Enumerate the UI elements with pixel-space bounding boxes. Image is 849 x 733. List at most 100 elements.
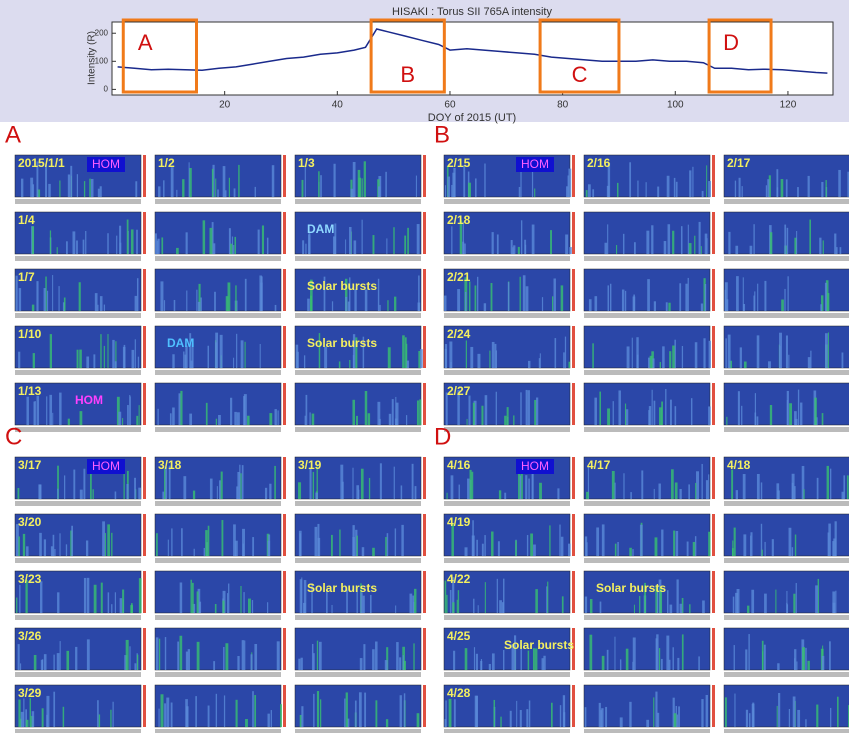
spectrogram-stripe (237, 472, 239, 499)
spectrogram-stripe (613, 401, 614, 425)
spectrogram-stripe (805, 648, 806, 670)
spectrogram-stripe (692, 167, 693, 197)
spectrogram-stripe (666, 302, 668, 311)
spectrogram-stripe (525, 475, 527, 499)
spectrogram-stripe (161, 237, 163, 254)
spectrogram-stripe (189, 414, 192, 425)
panel-date: 2/16 (587, 156, 611, 170)
time-axis (15, 313, 141, 318)
spectrogram-stripe (694, 236, 695, 254)
spectrogram-stripe (474, 647, 475, 670)
spectrogram-stripe (18, 352, 20, 368)
spectrogram-stripe (402, 335, 405, 368)
spectrogram-stripe (174, 300, 176, 311)
spectrogram-stripe (457, 600, 458, 613)
spectrogram-stripe (63, 707, 65, 727)
time-axis (155, 313, 281, 318)
spectrogram-stripe (542, 297, 543, 311)
spectrogram-stripe (208, 706, 210, 727)
time-axis (15, 501, 141, 506)
spectrogram-stripe (176, 248, 179, 254)
spectrogram-stripe (476, 696, 478, 727)
spectrogram-stripe (827, 466, 829, 499)
spectrogram-stripe (757, 335, 760, 368)
spectrogram-stripe (352, 468, 353, 499)
spectrogram-stripe (588, 184, 591, 197)
spectrogram-stripe (186, 291, 187, 311)
spectrogram-stripe (380, 463, 382, 499)
spectrogram-stripe (356, 416, 358, 425)
spectrogram (584, 326, 710, 368)
spectrogram-stripe (245, 342, 246, 368)
spectrogram-stripe (317, 691, 319, 727)
spectrogram-stripe (452, 602, 454, 613)
spectrogram (155, 571, 281, 613)
spectrogram-stripe (66, 544, 67, 556)
spectrogram-stripe (512, 247, 513, 254)
panel-note: Solar bursts (504, 638, 574, 652)
spectrogram-stripe (702, 191, 704, 197)
spectrogram-stripe (362, 178, 363, 197)
spectrogram-stripe (60, 641, 61, 670)
spectrogram-stripe (819, 238, 821, 254)
spectrogram-stripe (747, 606, 749, 613)
spectrogram-stripe (654, 301, 656, 311)
spectrogram-stripe (224, 695, 225, 727)
colorbar (143, 326, 146, 368)
spectrogram-stripe (215, 342, 217, 368)
spectrogram-stripe (189, 162, 190, 197)
spectrogram-stripe (605, 707, 607, 727)
spectrogram-stripe (749, 713, 751, 727)
spectrogram-stripe (307, 299, 310, 311)
spectrogram-stripe (592, 189, 594, 197)
spectrogram-stripe (396, 642, 399, 670)
spectrogram-stripe (301, 577, 302, 613)
time-axis (724, 558, 849, 563)
spectrogram-stripe (269, 484, 271, 499)
spectrogram-stripe (706, 165, 707, 197)
spectrogram-stripe (50, 230, 51, 254)
spectrogram-stripe (735, 181, 736, 197)
spectrogram-stripe (823, 240, 824, 254)
spectrogram-stripe (739, 178, 741, 197)
spectrogram-stripe (312, 414, 315, 425)
spectrogram-stripe (39, 485, 41, 499)
spectrogram-stripe (596, 527, 599, 556)
time-axis (295, 199, 421, 204)
spectrogram-stripe (185, 355, 187, 368)
hom-tag: HOM (92, 157, 120, 171)
spectrogram-stripe (735, 246, 738, 254)
spectrogram-stripe (204, 548, 205, 556)
spectrogram-stripe (731, 470, 733, 499)
time-axis (295, 501, 421, 506)
spectrogram-stripe (702, 464, 703, 499)
time-axis (15, 370, 141, 375)
spectrogram-stripe (214, 292, 216, 311)
spectrogram-stripe (156, 637, 159, 670)
spectrogram-stripe (68, 174, 70, 197)
spectrogram-stripe (404, 693, 405, 727)
spectrogram-stripe (216, 419, 217, 425)
time-axis (155, 615, 281, 620)
time-axis (295, 370, 421, 375)
spectrogram-stripe (623, 234, 624, 254)
spectrogram-stripe (485, 582, 486, 613)
spectrogram-stripe (843, 475, 845, 499)
spectrogram-stripe (444, 296, 446, 311)
spectrogram-stripe (489, 351, 490, 368)
spectrogram-stripe (748, 634, 749, 670)
spectrogram-stripe (197, 642, 200, 670)
spectrogram-stripe (595, 296, 598, 311)
spectrogram-stripe (741, 406, 742, 425)
spectrogram-stripe (625, 291, 626, 311)
spectrogram-stripe (225, 643, 228, 670)
spectrogram-stripe (816, 705, 818, 727)
spectrogram-stripe (243, 544, 245, 556)
spectrogram-stripe (733, 597, 735, 613)
spectrogram-stripe (387, 533, 389, 556)
spectrogram-stripe (784, 225, 786, 254)
spectrogram-stripe (662, 346, 665, 368)
spectrogram-stripe (689, 243, 692, 254)
spectrogram-stripe (49, 395, 52, 425)
spectrogram-stripe (315, 527, 318, 556)
